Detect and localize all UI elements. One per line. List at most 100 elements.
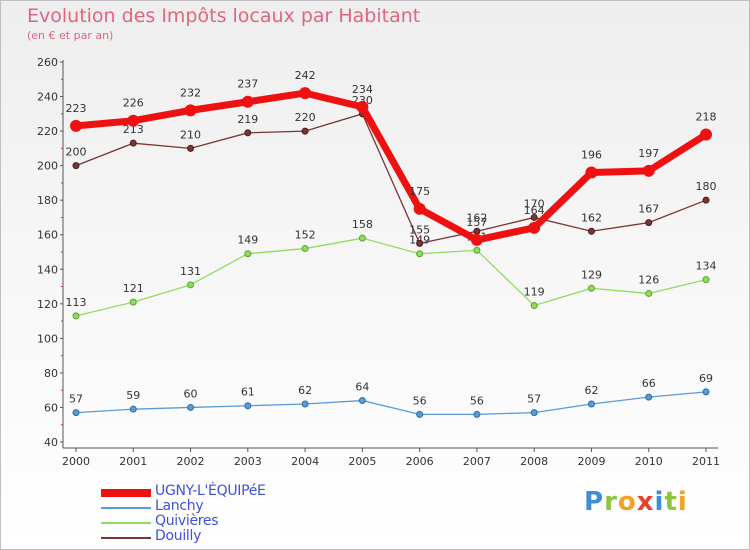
y-tick-label: 220 [37, 125, 58, 138]
data-label: 59 [126, 389, 140, 402]
data-label: 62 [584, 384, 598, 397]
data-point [702, 276, 710, 284]
data-label: 131 [180, 265, 201, 278]
data-label: 152 [295, 229, 316, 242]
data-label: 237 [237, 78, 258, 91]
y-tick-label: 100 [37, 332, 58, 345]
data-point [72, 162, 80, 170]
series-line [75, 89, 708, 244]
data-point [416, 239, 424, 247]
x-tick-label: 2000 [62, 455, 90, 468]
data-point [301, 127, 309, 135]
data-point [416, 250, 424, 258]
data-point [244, 250, 252, 258]
data-label: 220 [295, 111, 316, 124]
logo-letter: o [617, 487, 637, 517]
legend-item: Quivières [101, 513, 361, 530]
data-label: 164 [524, 204, 545, 217]
data-label: 62 [298, 384, 312, 397]
data-point [184, 104, 197, 117]
y-tick-label: 120 [37, 298, 58, 311]
data-label: 119 [524, 286, 545, 299]
series-line [75, 113, 707, 245]
data-label: 64 [355, 381, 369, 394]
logo-letter: P [584, 487, 605, 517]
chart-title: Evolution des Impôts locaux par Habitant [27, 5, 421, 27]
data-label: 226 [123, 97, 144, 110]
data-point [645, 289, 653, 297]
data-label: 180 [696, 180, 717, 193]
legend-label: Douilly [155, 528, 202, 544]
data-label: 196 [581, 149, 602, 162]
data-label: 57 [69, 393, 83, 406]
data-label: 69 [699, 372, 713, 385]
data-label: 223 [66, 102, 87, 115]
data-label: 61 [241, 386, 255, 399]
data-point [702, 196, 710, 204]
legend-item: UGNY-L'ÉQUIPéE [101, 483, 361, 500]
data-point [645, 219, 653, 227]
y-tick-label: 160 [37, 229, 58, 242]
data-point [301, 400, 309, 408]
data-label: 121 [123, 282, 144, 295]
data-point [470, 233, 483, 246]
data-point [299, 87, 312, 100]
legend-swatch [101, 522, 151, 524]
x-tick-label: 2002 [177, 455, 205, 468]
data-label: 170 [524, 197, 545, 210]
x-tick-label: 2005 [348, 455, 376, 468]
x-tick-label: 2009 [577, 455, 605, 468]
data-label: 57 [527, 393, 541, 406]
data-label: 213 [123, 123, 144, 136]
data-label: 113 [66, 296, 87, 309]
data-point [244, 402, 252, 410]
legend-item: Douilly [101, 528, 361, 545]
data-point [127, 114, 140, 127]
data-point [356, 100, 369, 113]
y-tick-label: 180 [37, 194, 58, 207]
data-label: 149 [237, 234, 258, 247]
data-label: 129 [581, 268, 602, 281]
y-tick-label: 200 [37, 160, 58, 173]
x-tick-label: 2010 [635, 455, 663, 468]
data-point [587, 400, 595, 408]
data-point [700, 128, 712, 141]
data-label: 155 [409, 223, 430, 236]
data-point [473, 410, 481, 418]
data-point [530, 409, 538, 417]
data-point [358, 234, 366, 242]
logo-letter: x [636, 487, 655, 517]
data-point [642, 164, 655, 177]
y-tick-label: 260 [37, 56, 58, 69]
data-label: 56 [413, 394, 427, 407]
data-label: 60 [184, 387, 198, 400]
data-point [585, 166, 598, 179]
data-label: 234 [352, 83, 373, 96]
data-point [645, 393, 653, 401]
proxiti-logo: Proxiti [584, 487, 688, 517]
data-point [416, 410, 424, 418]
data-label: 200 [66, 146, 87, 159]
legend-label: Lanchy [155, 498, 204, 514]
data-label: 219 [237, 113, 258, 126]
data-point [587, 284, 595, 292]
data-point [129, 298, 137, 306]
legend-swatch [101, 507, 151, 509]
data-label: 134 [696, 260, 717, 273]
data-point [473, 246, 481, 254]
data-label: 157 [466, 216, 487, 229]
data-label: 218 [696, 111, 717, 124]
data-point [129, 139, 137, 147]
chart-subtitle: (en € et par an) [27, 29, 114, 42]
axes: 40 60 80 100 120 140 160 180 200 220 240 260 2000 200… [37, 56, 720, 468]
data-label: 126 [638, 273, 659, 286]
data-point [129, 405, 137, 413]
data-point [244, 129, 252, 137]
series-1: 57 59 60 61 62 64 56 56 57 62 66 69 [69, 372, 713, 418]
data-point [530, 302, 538, 310]
data-label: 162 [466, 211, 487, 224]
x-tick-label: 2006 [406, 455, 434, 468]
data-point [587, 227, 595, 235]
